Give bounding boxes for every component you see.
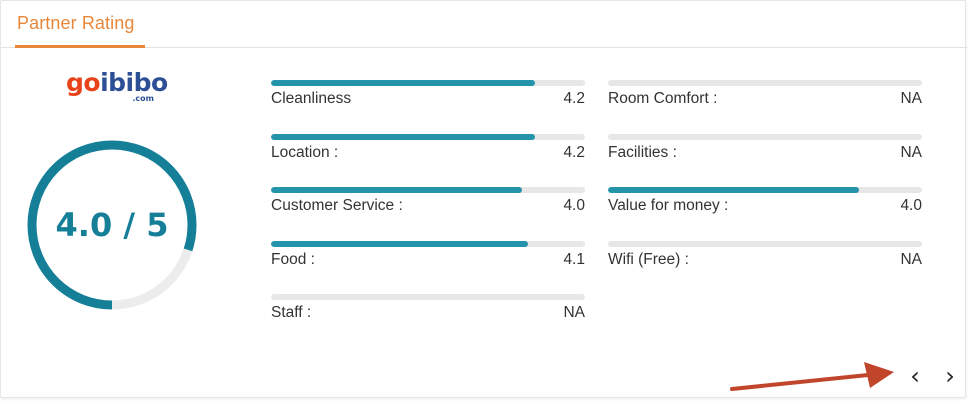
rating-metric-label: Wifi (Free) : — [608, 250, 689, 268]
rating-metric: Room Comfort : NA — [608, 80, 922, 120]
rating-bar-fill — [271, 80, 535, 86]
rating-metric: Customer Service : 4.0 — [271, 187, 585, 227]
rating-metric-value: NA — [563, 304, 585, 321]
rating-metric-label: Value for money : — [608, 197, 729, 214]
rating-metric-value: NA — [900, 90, 922, 107]
rating-bar-fill — [608, 187, 860, 193]
active-tab-indicator — [15, 45, 145, 48]
goibibo-logo: goibibo .com — [66, 68, 168, 104]
rating-metric-value: 4.0 — [900, 197, 922, 214]
rating-bar-track — [608, 133, 922, 140]
rating-metric: Value for money : 4.0 — [608, 187, 922, 227]
rating-bar-fill — [271, 187, 523, 193]
rating-metric-value: 4.1 — [563, 250, 585, 268]
rating-metric-label: Room Comfort : — [608, 90, 718, 107]
rating-metric: Facilities : NA — [608, 133, 922, 174]
rating-metric-label: Facilities : — [608, 143, 677, 161]
rating-bar-track — [271, 80, 585, 86]
rating-bar-track — [608, 187, 922, 193]
rating-metric: Staff : NA — [271, 294, 585, 334]
overall-rating-gauge — [27, 140, 197, 310]
rating-metric-value: NA — [900, 143, 922, 161]
rating-metric-value: 4.0 — [563, 197, 585, 214]
overall-rating-value: 4.0 / 5 — [55, 206, 169, 244]
rating-bar-track — [271, 240, 585, 247]
rating-metric: Location : 4.2 — [271, 133, 585, 174]
rating-metric-label: Food : — [271, 250, 315, 268]
rating-bar-fill — [271, 240, 529, 247]
rating-metric-label: Customer Service : — [271, 197, 403, 214]
rating-metric-value: 4.2 — [563, 143, 585, 161]
gauge-fill — [27, 140, 197, 310]
rating-bar-track — [271, 133, 585, 140]
rating-bar-track — [271, 187, 585, 193]
rating-bar-track — [271, 294, 585, 300]
logo-text-go: go — [66, 68, 101, 97]
prev-button[interactable]: ‹ — [910, 362, 920, 390]
rating-metric-label: Staff : — [271, 304, 312, 321]
tab-partner-rating[interactable]: Partner Rating — [17, 13, 135, 33]
rating-metric: Food : 4.1 — [271, 240, 585, 281]
rating-metric-value: 4.2 — [563, 90, 585, 107]
rating-metric-value: NA — [900, 250, 922, 268]
rating-metric-label: Location : — [271, 143, 339, 161]
logo-text-com: .com — [132, 94, 154, 103]
next-button[interactable]: › — [945, 362, 955, 390]
card-header: Partner Rating — [1, 1, 967, 48]
rating-metric: Cleanliness 4.2 — [271, 80, 585, 120]
rating-bar-track — [608, 80, 922, 86]
logo-text-ibibo: ibibo — [100, 68, 168, 97]
rating-bar-fill — [271, 133, 535, 140]
rating-metric-label: Cleanliness — [271, 90, 352, 107]
rating-bar-track — [608, 240, 922, 247]
red-arrow-annotation — [730, 362, 894, 391]
rating-metric: Wifi (Free) : NA — [608, 240, 922, 281]
